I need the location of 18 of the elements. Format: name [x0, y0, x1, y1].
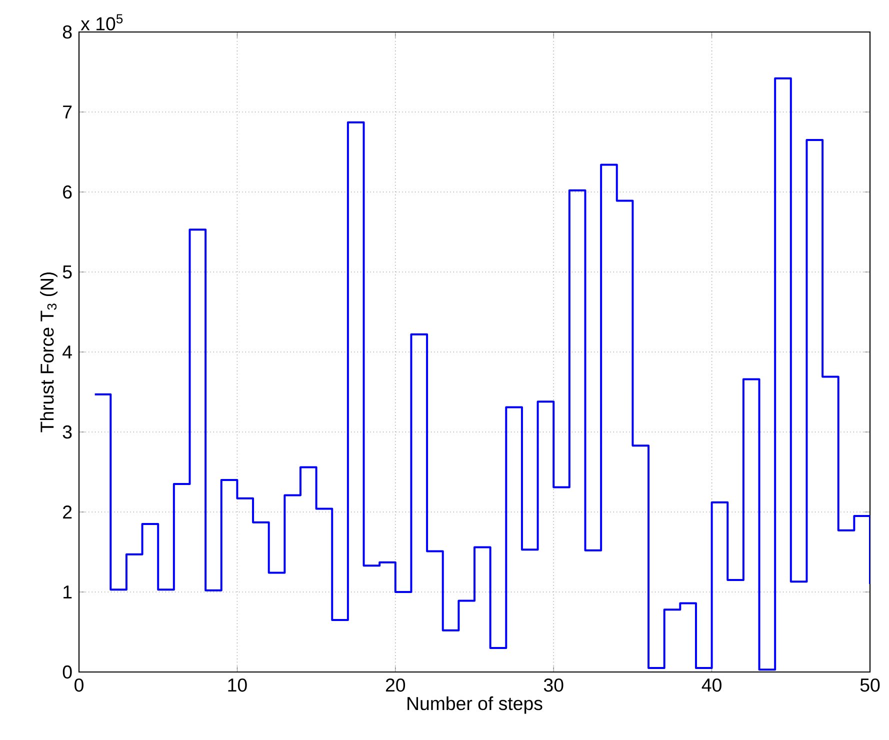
x-axis-title: Number of steps: [408, 696, 542, 714]
y-tick-label: 3: [62, 425, 72, 439]
x-tick-label: 10: [228, 678, 247, 692]
y-tick-label: 8: [62, 25, 72, 39]
y-tick-label: 0: [62, 665, 72, 679]
y-tick-label: 6: [63, 185, 72, 199]
x-tick-label: 40: [702, 678, 722, 692]
text: x 10$^{5}$: [80, 14, 123, 30]
y-tick-label: 4: [62, 346, 72, 358]
y-axis-title: Thrust Force T$_{3}$ (N): [40, 272, 58, 432]
x-tick-label: 30: [544, 678, 564, 692]
x-tick-label: 50: [860, 678, 880, 692]
x-tick-label: 20: [386, 678, 406, 692]
y-tick-label: 2: [63, 505, 72, 519]
y-tick-label: 7: [63, 106, 72, 118]
x-tick-label: 0: [74, 678, 84, 692]
y-tick-label: 1: [64, 586, 72, 598]
y-tick-label: 5: [62, 265, 72, 279]
